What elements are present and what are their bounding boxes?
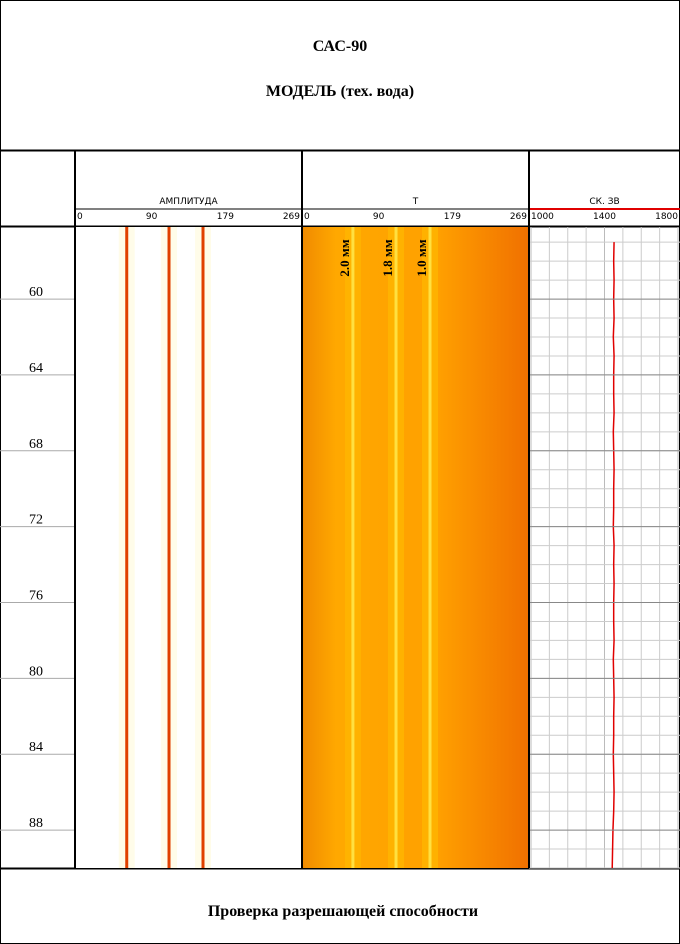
x-tick-label: 179 [217, 212, 234, 222]
line-label: 1.0 мм [414, 239, 429, 276]
depth-label: 76 [29, 588, 43, 603]
subtitle: МОДЕЛЬ (тех. вода) [266, 83, 414, 100]
track-background [75, 227, 302, 868]
x-tick-label: 179 [444, 212, 461, 222]
x-tick-label: 1400 [593, 212, 616, 222]
depth-label: 88 [29, 816, 43, 831]
track-title: СК. ЗВ [589, 197, 619, 207]
x-tick-label: 1000 [531, 212, 554, 222]
x-tick-label: 1800 [655, 212, 678, 222]
line-label: 2.0 мм [337, 239, 352, 276]
track-title: АМПЛИТУДА [159, 197, 218, 207]
x-tick-label: 90 [146, 212, 158, 222]
depth-label: 64 [29, 361, 43, 376]
title: САС-90 [313, 38, 367, 55]
track-background [302, 227, 529, 868]
track-title: Т [412, 197, 419, 207]
x-tick-label: 269 [283, 212, 300, 222]
footer: Проверка разрешающей способности [208, 903, 478, 920]
depth-label: 80 [29, 664, 43, 679]
x-tick-label: 0 [77, 212, 83, 222]
line-label: 1.8 мм [380, 239, 395, 276]
x-tick-label: 90 [373, 212, 385, 222]
depth-label: 68 [29, 437, 43, 452]
x-tick-label: 0 [304, 212, 310, 222]
depth-label: 60 [29, 285, 43, 300]
speed-line [611, 242, 615, 869]
x-tick-label: 269 [510, 212, 527, 222]
depth-label: 84 [29, 740, 43, 755]
depth-label: 72 [29, 513, 43, 528]
